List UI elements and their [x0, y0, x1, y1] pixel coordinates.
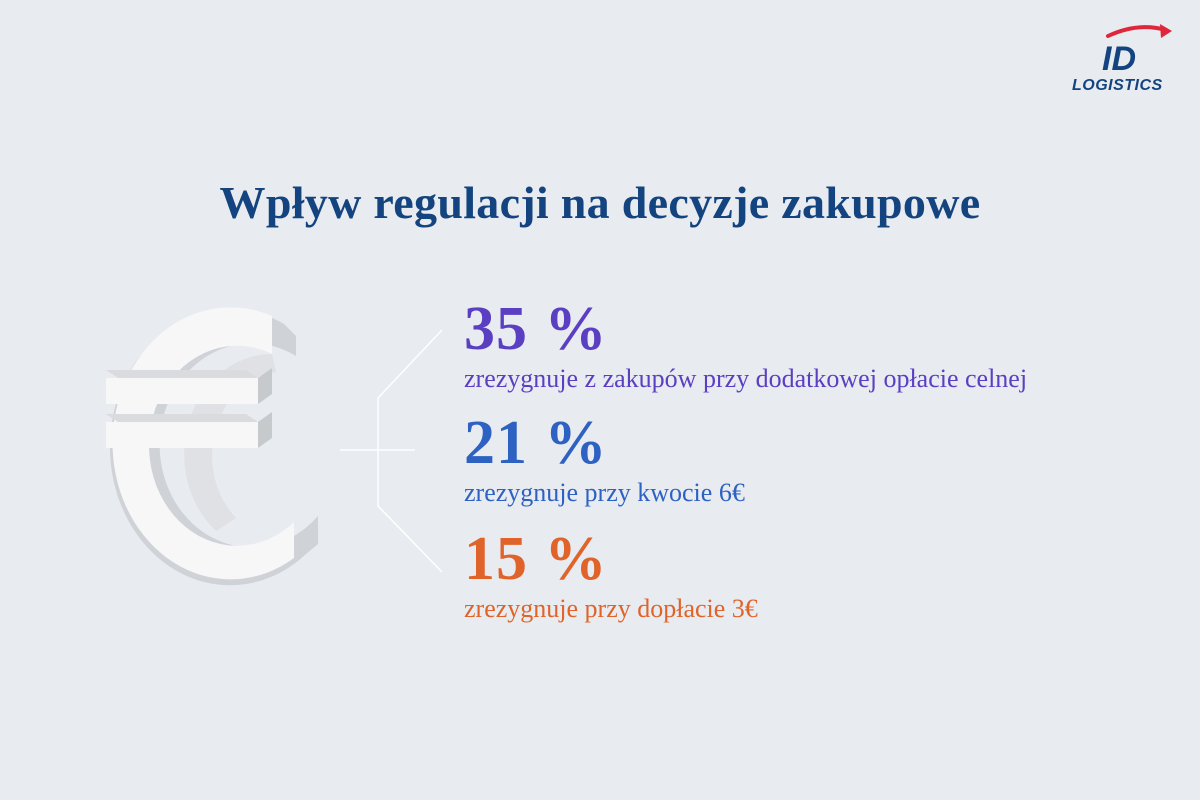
stat-item: 35 % zrezygnuje z zakupów przy dodatkowe…: [464, 298, 1027, 394]
stat-value: 35 %: [464, 295, 608, 363]
stat-description: zrezygnuje przy dopłacie 3€: [464, 594, 758, 623]
stat-description: zrezygnuje przy kwocie 6€: [464, 478, 745, 507]
stat-value: 21 %: [464, 409, 608, 477]
page-title: Wpływ regulacji na decyzje zakupowe: [219, 177, 981, 228]
logo-graphic: ID LOGISTICS: [1072, 24, 1172, 94]
bracket-connector: [330, 300, 460, 600]
logo-text: LOGISTICS: [1072, 77, 1163, 94]
stat-description: zrezygnuje z zakupów przy dodatkowej opł…: [464, 364, 1028, 393]
stat-item: 15 % zrezygnuje przy dopłacie 3€: [464, 528, 758, 624]
euro-sign-3d-icon: [96, 296, 336, 606]
logo-mark: ID: [1102, 40, 1136, 78]
id-logistics-logo: ID LOGISTICS: [1068, 22, 1178, 94]
stat-value: 15 %: [464, 525, 608, 593]
stat-item: 21 % zrezygnuje przy kwocie 6€: [464, 412, 745, 508]
